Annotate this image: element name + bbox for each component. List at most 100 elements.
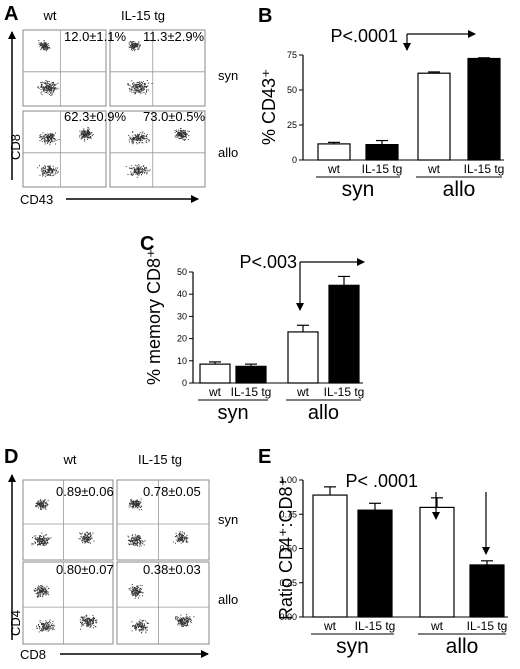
- event-dot: [185, 134, 187, 136]
- event-dot: [45, 42, 47, 44]
- event-dot: [142, 628, 144, 630]
- event-dot: [47, 622, 49, 624]
- event-dot: [45, 594, 47, 596]
- event-dot: [54, 169, 56, 171]
- event-dot: [128, 544, 130, 546]
- event-dot: [92, 627, 94, 629]
- event-dot: [178, 533, 180, 535]
- event-dot: [131, 86, 133, 88]
- event-dot: [87, 622, 89, 624]
- event-dot: [151, 82, 153, 84]
- event-dot: [137, 138, 139, 140]
- event-dot: [53, 167, 55, 169]
- event-dot: [137, 625, 139, 627]
- event-dot: [86, 531, 88, 533]
- event-dot: [39, 628, 41, 630]
- event-dot: [84, 538, 86, 540]
- event-dot: [180, 542, 182, 544]
- event-dot: [37, 543, 39, 545]
- event-dot: [45, 46, 47, 48]
- event-dot: [34, 541, 36, 543]
- event-dot: [139, 536, 141, 538]
- event-dot: [42, 543, 44, 545]
- event-dot: [133, 503, 135, 505]
- event-dot: [183, 136, 185, 138]
- event-dot: [132, 44, 134, 46]
- event-dot: [46, 43, 48, 45]
- event-dot: [43, 501, 45, 503]
- event-dot: [137, 503, 139, 505]
- event-dot: [127, 84, 129, 86]
- event-dot: [141, 89, 143, 91]
- event-dot: [47, 47, 49, 49]
- event-dot: [139, 626, 141, 628]
- event-dot: [139, 172, 141, 174]
- event-dot: [43, 538, 45, 540]
- event-dot: [44, 626, 46, 628]
- event-dot: [187, 541, 189, 543]
- event-dot: [42, 623, 44, 625]
- event-dot: [41, 45, 43, 47]
- event-dot: [89, 626, 91, 628]
- event-dot: [179, 135, 181, 137]
- event-dot: [139, 628, 141, 630]
- event-dot: [135, 507, 137, 509]
- event-dot: [35, 504, 37, 506]
- event-dot: [136, 44, 138, 46]
- event-dot: [176, 619, 178, 621]
- event-dot: [176, 616, 178, 618]
- event-dot: [175, 539, 177, 541]
- event-dot: [38, 587, 40, 589]
- event-dot: [132, 595, 134, 597]
- event-dot: [48, 135, 50, 137]
- event-dot: [44, 48, 46, 50]
- event-dot: [131, 586, 133, 588]
- event-dot: [184, 533, 186, 535]
- event-dot: [131, 500, 133, 502]
- event-dot: [131, 140, 133, 142]
- flow-plot: [116, 561, 210, 645]
- event-dot: [133, 507, 135, 509]
- event-dot: [44, 49, 46, 51]
- event-dot: [33, 543, 35, 545]
- event-dot: [44, 501, 46, 503]
- event-dot: [57, 87, 59, 89]
- event-dot: [53, 629, 55, 631]
- event-dot: [135, 540, 137, 542]
- event-dot: [134, 626, 136, 628]
- event-dot: [83, 134, 85, 136]
- event-dot: [182, 137, 184, 139]
- event-dot: [39, 174, 41, 176]
- event-dot: [53, 88, 55, 90]
- event-dot: [49, 90, 51, 92]
- event-dot: [46, 134, 48, 136]
- event-dot: [44, 91, 46, 93]
- event-dot: [44, 44, 46, 46]
- event-dot: [79, 130, 81, 132]
- event-dot: [186, 538, 188, 540]
- event-dot: [187, 617, 189, 619]
- event-dot: [135, 136, 137, 138]
- event-dot: [181, 618, 183, 620]
- event-dot: [83, 131, 85, 133]
- event-dot: [94, 619, 96, 621]
- event-dot: [47, 537, 49, 539]
- event-dot: [130, 41, 132, 43]
- event-dot: [142, 625, 144, 627]
- event-dot: [85, 615, 87, 617]
- event-dot: [137, 592, 139, 594]
- event-dot: [186, 538, 188, 540]
- event-dot: [183, 541, 185, 543]
- event-dot: [133, 594, 135, 596]
- event-dot: [44, 47, 46, 49]
- event-dot: [129, 540, 131, 542]
- event-dot: [135, 171, 137, 173]
- event-dot: [138, 82, 140, 84]
- event-dot: [51, 137, 53, 139]
- event-dot: [138, 42, 140, 44]
- event-dot: [182, 534, 184, 536]
- event-dot: [181, 538, 183, 540]
- event-dot: [53, 85, 55, 87]
- event-dot: [135, 626, 137, 628]
